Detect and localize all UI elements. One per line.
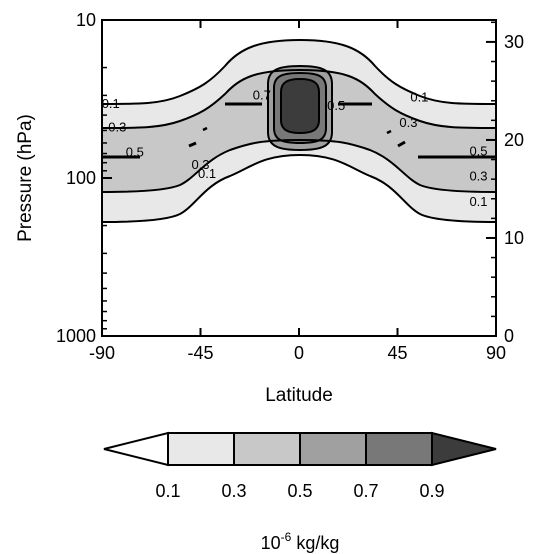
colorbar-units: 10-6 kg/kg [261,530,340,553]
y2-tick-label: 0 [504,326,514,346]
contour-label: 0.1 [102,96,120,111]
y-axis: 10 100 1000 [56,10,112,346]
y-tick-label: 1000 [56,326,96,346]
colorbar-box [233,432,301,466]
contour-0.1-lower [101,153,497,223]
contour-label: 0.5 [126,145,144,160]
x-tick-label: 0 [294,343,304,363]
contour-0.1-upper [101,38,497,105]
y-axis-label: Pressure (hPa) [15,114,36,242]
contour-label: 0.3 [399,115,417,130]
contour-fills [102,40,496,222]
contour-label: 0.1 [469,194,487,209]
units-base: 10 [261,533,281,553]
contour-lines [101,38,497,223]
contour-label: 0.1 [410,90,428,105]
y2-tick-label: 20 [504,130,524,150]
x-tick-label: 45 [387,343,407,363]
y-tick-label: 100 [66,168,96,188]
y2-tick-label: 10 [504,228,524,248]
contour-label: 0.1 [198,166,216,181]
contour-label: 0.3 [191,157,209,172]
contour-0.5-dot-left-a [202,126,208,132]
units-exponent: -6 [281,530,292,544]
colorbar-label: 0.3 [221,481,246,501]
contour-0.5-dot-left-b [188,141,197,148]
contour-0.5-dot-right-a [386,129,392,135]
y-axis-right: 0 10 20 30 [486,21,524,346]
contour-0.7 [273,71,327,145]
y2-tick-label: 30 [504,32,524,52]
x-tick-label: -45 [187,343,213,363]
contour-0.5 [267,64,333,152]
contour-0.3-lower [101,138,497,193]
contour-label: 0.7 [253,87,271,102]
colorbar-label: 0.1 [155,481,180,501]
contour-label: 0.3 [108,120,126,135]
contour-label: 0.5 [327,98,345,113]
contour-label: 0.5 [469,144,487,159]
contour-labels: 0.10.30.50.30.10.70.50.10.30.50.30.1 [102,87,488,209]
contour-0.3-upper [101,68,497,129]
contour-0.9 [280,77,320,135]
x-axis: -90 -45 0 45 90 [89,20,506,363]
colorbar-label: 0.9 [419,481,444,501]
colorbar-box [365,432,433,466]
y-tick-label: 10 [76,10,96,30]
contour-0.5-dot-right-b [397,140,406,148]
x-axis-label: Latitude [265,385,333,406]
colorbar-box [167,432,235,466]
colorbar-label: 0.7 [353,481,378,501]
fill-level-0.9 [281,79,319,133]
x-tick-label: 90 [486,343,506,363]
colorbar-box [299,432,367,466]
colorbar: 0.1 0.3 0.5 0.7 0.9 [103,431,497,501]
colorbar-low-triangle [103,431,169,467]
colorbar-label: 0.5 [287,481,312,501]
x-tick-label: -90 [89,343,115,363]
colorbar-high-triangle [431,431,497,467]
units-rest: kg/kg [291,533,339,553]
contour-label: 0.3 [469,169,487,184]
